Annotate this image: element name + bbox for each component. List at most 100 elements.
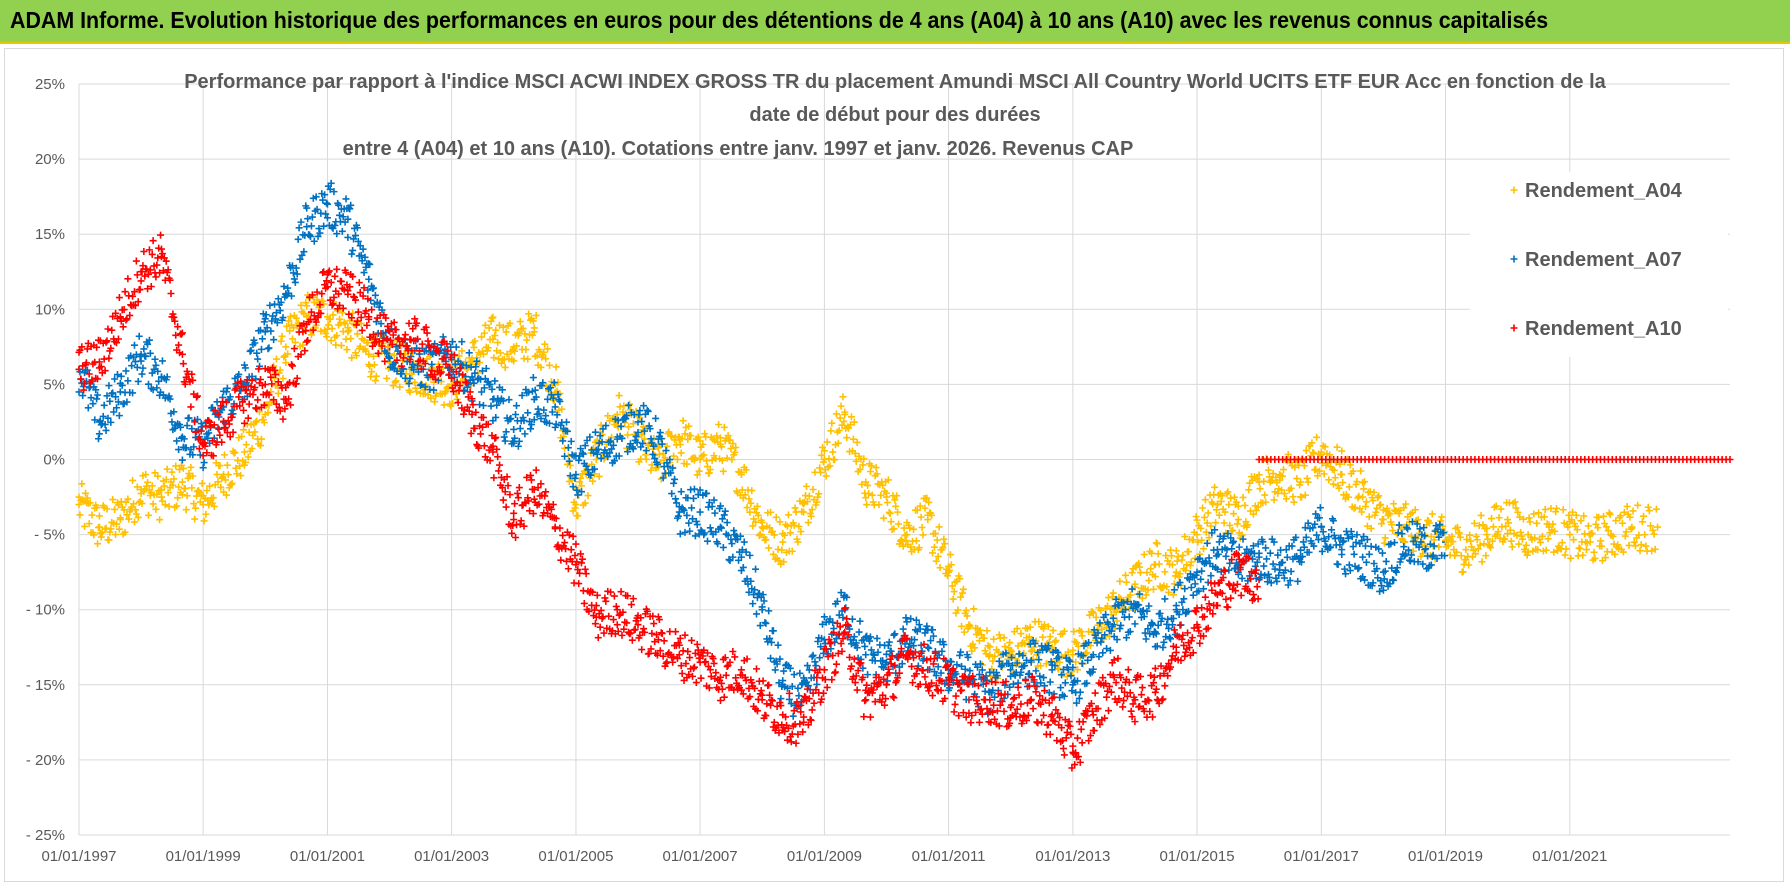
- rendement_a10-cloud-point: [831, 669, 839, 677]
- rendement_a07-cloud-point: [370, 284, 378, 292]
- rendement_a07-cloud-point: [105, 382, 113, 390]
- rendement_a10-cloud-point: [605, 612, 613, 620]
- rendement_a07-cloud-point: [449, 338, 457, 346]
- rendement_a07-cloud-point: [150, 365, 158, 373]
- rendement_a04-cloud-point: [1153, 540, 1161, 548]
- rendement_a10-cloud-point: [765, 681, 773, 689]
- rendement_a07-cloud-point: [254, 355, 262, 363]
- rendement_a04-cloud-point: [86, 499, 94, 507]
- rendement_a04-cloud-point: [1039, 633, 1047, 641]
- rendement_a10-cloud-point: [796, 720, 804, 728]
- rendement_a04-cloud-point: [216, 462, 224, 470]
- rendement_a04-cloud-point: [1568, 516, 1576, 524]
- rendement_a04-cloud-point: [1151, 573, 1159, 581]
- rendement_a04-cloud-point: [1397, 525, 1405, 533]
- rendement_a07-cloud-point: [270, 336, 278, 344]
- rendement_a04-cloud-point: [803, 498, 811, 506]
- rendement_a04-cloud-point: [828, 419, 836, 427]
- y-tick-label: 5%: [43, 376, 65, 393]
- rendement_a07-cloud-point: [108, 390, 116, 398]
- rendement_a07-cloud-point: [372, 318, 380, 326]
- rendement_a04-cloud-point: [468, 355, 476, 363]
- rendement_a07-cloud-point: [190, 443, 198, 451]
- rendement_a04-cloud-point: [1636, 547, 1644, 555]
- rendement_a04-cloud-point: [839, 393, 847, 401]
- rendement_a04-cloud-point: [699, 440, 707, 448]
- rendement_a04-cloud-point: [1358, 508, 1366, 516]
- rendement_a04-cloud-point: [847, 421, 855, 429]
- rendement_a04-cloud-point: [1640, 512, 1648, 520]
- rendement_a04-cloud-point: [392, 377, 400, 385]
- rendement_a10-cloud-point: [580, 599, 588, 607]
- rendement_a04-cloud-point: [1315, 467, 1323, 475]
- rendement_a07-cloud-point: [565, 457, 573, 465]
- rendement_a04-cloud-point: [285, 317, 293, 325]
- rendement_a04-cloud-point: [718, 456, 726, 464]
- rendement_a04-cloud-point: [1109, 589, 1117, 597]
- rendement_a04-cloud-point: [1213, 500, 1221, 508]
- rendement_a04-cloud-point: [327, 337, 335, 345]
- rendement_a04-cloud-point: [1269, 470, 1277, 478]
- rendement_a10-cloud-point: [279, 415, 287, 423]
- rendement_a04-cloud-point: [746, 508, 754, 516]
- rendement_a04-cloud-point: [1264, 466, 1272, 474]
- rendement_a07-cloud-point: [1263, 555, 1271, 563]
- rendement_a04-cloud-point: [156, 516, 164, 524]
- rendement_a04-cloud-point: [862, 494, 870, 502]
- rendement_a04-cloud-point: [1211, 483, 1219, 491]
- rendement_a07-cloud-point: [266, 301, 274, 309]
- rendement_a04-cloud-point: [1470, 519, 1478, 527]
- rendement_a04-cloud-point: [222, 491, 230, 499]
- rendement_a07-cloud-point: [614, 416, 622, 424]
- rendement_a04-cloud-point: [524, 355, 532, 363]
- rendement_a04-cloud-point: [947, 561, 955, 569]
- rendement_a04-cloud-point: [1014, 642, 1022, 650]
- rendement_a10-cloud-point: [1022, 676, 1030, 684]
- rendement_a10-cloud-point: [610, 592, 618, 600]
- rendement_a04-cloud-point: [700, 451, 708, 459]
- rendement_a04-cloud-point: [83, 494, 91, 502]
- rendement_a10-cloud-point: [358, 326, 366, 334]
- rendement_a07-cloud-point: [478, 388, 486, 396]
- rendement_a04-cloud-point: [1220, 519, 1228, 527]
- rendement_a04-cloud-point: [1456, 533, 1464, 541]
- rendement_a04-cloud-point: [190, 500, 198, 508]
- rendement_a04-point: [282, 343, 290, 351]
- rendement_a10-cloud-point: [843, 615, 851, 623]
- rendement_a04-cloud-point: [540, 348, 548, 356]
- rendement_a07-cloud-point: [1142, 635, 1150, 643]
- x-tick-label: 01/01/1997: [41, 848, 116, 865]
- rendement_a07-cloud-point: [409, 360, 417, 368]
- rendement_a07-cloud-point: [306, 231, 314, 239]
- rendement_a04-cloud-point: [1185, 548, 1193, 556]
- rendement_a04-cloud-point: [939, 544, 947, 552]
- rendement_a04-cloud-point: [794, 538, 802, 546]
- rendement_a07-cloud-point: [452, 343, 460, 351]
- rendement_a10-cloud-point: [257, 376, 265, 384]
- rendement_a04-cloud-point: [835, 426, 843, 434]
- rendement_a07-cloud-point: [1125, 613, 1133, 621]
- chart-title-line: entre 4 (A04) et 10 ans (A10). Cotations…: [343, 138, 1134, 160]
- rendement_a07-cloud-point: [183, 422, 191, 430]
- rendement_a04-cloud-point: [1097, 606, 1105, 614]
- rendement_a04-cloud-point: [831, 456, 839, 464]
- rendement_a04-cloud-point: [719, 467, 727, 475]
- rendement_a04-cloud-point: [410, 359, 418, 367]
- rendement_a04-cloud-point: [1344, 493, 1352, 501]
- rendement_a07-cloud-point: [124, 377, 132, 385]
- rendement_a04-cloud-point: [1526, 518, 1534, 526]
- rendement_a04-cloud-point: [1301, 491, 1309, 499]
- rendement_a04-cloud-point: [695, 467, 703, 475]
- rendement_a07-cloud-point: [505, 396, 513, 404]
- rendement_a10-cloud-point: [640, 625, 648, 633]
- rendement_a07-cloud-point: [113, 371, 121, 379]
- rendement_a04-cloud-point: [129, 476, 137, 484]
- rendement_a07-cloud-point: [577, 488, 585, 496]
- rendement_a04-cloud-point: [728, 456, 736, 464]
- rendement_a04-cloud-point: [1561, 551, 1569, 559]
- rendement_a04-cloud-point: [496, 321, 504, 329]
- rendement_a10-cloud-point: [490, 474, 498, 482]
- rendement_a07-cloud-point: [559, 437, 567, 445]
- rendement_a07-cloud-point: [583, 437, 591, 445]
- rendement_a04-cloud-point: [522, 346, 530, 354]
